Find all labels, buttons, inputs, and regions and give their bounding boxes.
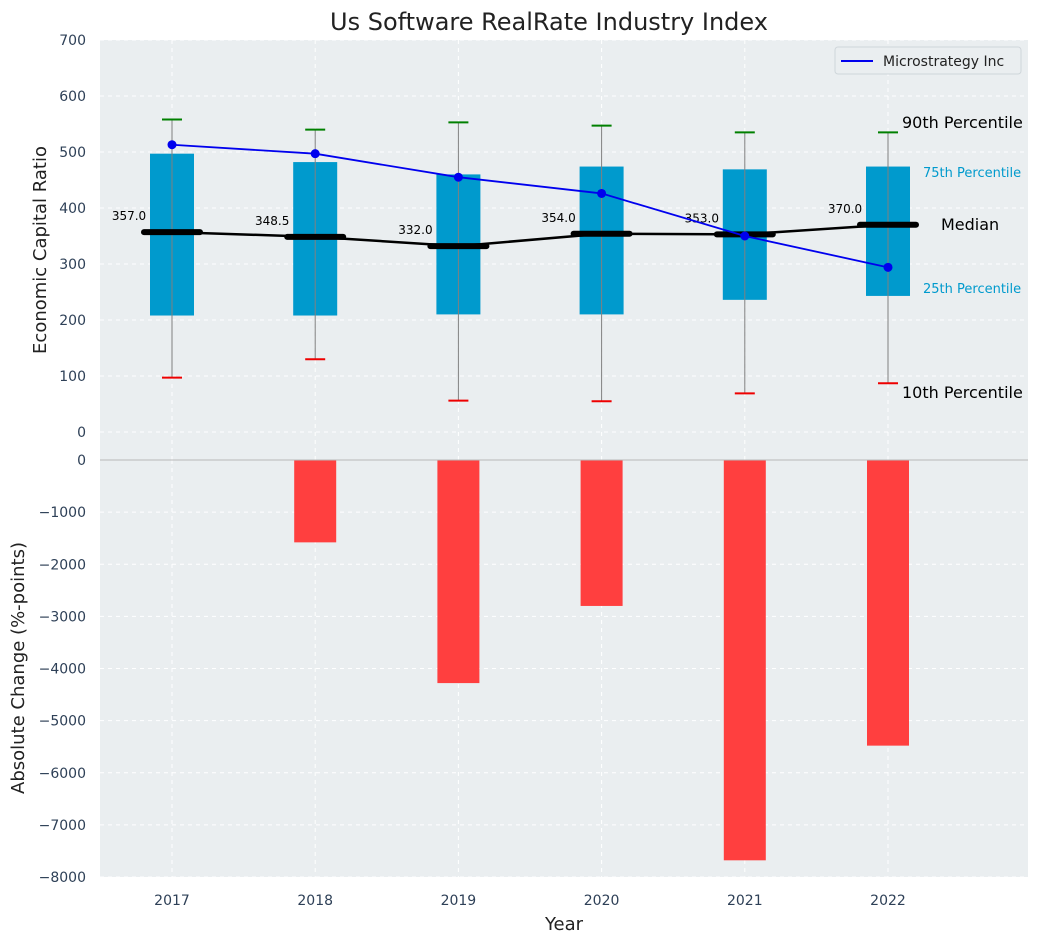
series-line xyxy=(171,143,889,269)
x-tick-label: 2022 xyxy=(870,893,906,909)
median-value-label: 353.0 xyxy=(685,211,719,225)
bottom-y-tick-label: −5000 xyxy=(39,714,86,730)
top-y-tick-label: 300 xyxy=(59,257,86,273)
bottom-y-axis-label: Absolute Change (%-points) xyxy=(8,542,29,794)
bottom-y-tick-label: −6000 xyxy=(39,766,86,782)
change-bar xyxy=(580,460,623,606)
series-point xyxy=(883,262,893,272)
series-point xyxy=(740,231,750,241)
change-bar xyxy=(437,460,480,684)
median-value-label: 354.0 xyxy=(541,211,575,225)
top-y-tick-label: 600 xyxy=(59,89,86,105)
top-y-axis-ticks: 0 100 200 300 400 500 600 700 xyxy=(59,33,86,441)
x-tick-label: 2021 xyxy=(727,893,763,909)
median-line xyxy=(171,223,889,248)
bottom-y-tick-label: −2000 xyxy=(39,557,86,573)
annotation-25th-percentile: 25th Percentile xyxy=(923,282,1021,297)
top-y-tick-label: 500 xyxy=(59,145,86,161)
top-y-tick-label: 400 xyxy=(59,201,86,217)
x-tick-label: 2017 xyxy=(154,893,190,909)
chart-title: Us Software RealRate Industry Index xyxy=(330,8,768,36)
annotation-90th-percentile: 90th Percentile xyxy=(902,113,1023,132)
top-y-tick-label: 100 xyxy=(59,369,86,385)
bottom-grid xyxy=(100,459,1028,878)
bottom-y-tick-label: 0 xyxy=(77,453,86,469)
median-line-group xyxy=(171,223,889,248)
legend-box xyxy=(834,46,1022,75)
change-bar xyxy=(867,460,909,746)
series-point xyxy=(453,172,463,182)
change-bar xyxy=(294,460,337,543)
legend-series-label: Microstrategy Inc xyxy=(883,54,1004,70)
change-bar xyxy=(723,460,766,861)
bottom-y-tick-label: −7000 xyxy=(39,818,86,834)
annotation-75th-percentile: 75th Percentile xyxy=(923,166,1021,181)
bottom-y-tick-label: −1000 xyxy=(39,505,86,521)
top-y-tick-label: 0 xyxy=(77,425,86,441)
median-value-label: 370.0 xyxy=(828,202,862,216)
bottom-y-axis-ticks: 0 −1000 −2000 −3000 −4000 −5000 −6000 −7000 −800… xyxy=(39,453,86,886)
x-tick-label: 2020 xyxy=(584,893,620,909)
median-value-label: 357.0 xyxy=(112,209,146,223)
top-y-tick-label: 200 xyxy=(59,313,86,329)
annotation-median: Median xyxy=(941,215,999,234)
series-point xyxy=(310,149,320,159)
x-tick-label: 2019 xyxy=(441,893,477,909)
bottom-y-tick-label: −3000 xyxy=(39,609,86,625)
series-point xyxy=(167,140,177,150)
x-axis-ticks: 2017 2018 2019 2020 2021 2022 xyxy=(154,893,906,909)
x-axis-label: Year xyxy=(544,914,584,935)
top-y-tick-label: 700 xyxy=(59,33,86,49)
bottom-y-tick-label: −4000 xyxy=(39,662,86,678)
bar-series xyxy=(294,460,909,861)
annotation-10th-percentile: 10th Percentile xyxy=(902,383,1023,402)
median-value-label: 348.5 xyxy=(255,214,289,228)
median-value-label: 332.0 xyxy=(398,223,432,237)
top-y-axis-label: Economic Capital Ratio xyxy=(30,146,51,354)
legend: Microstrategy Inc xyxy=(834,46,1022,75)
series-line-group xyxy=(167,140,893,272)
series-point xyxy=(597,188,607,198)
x-tick-label: 2018 xyxy=(297,893,333,909)
bottom-y-tick-label: −8000 xyxy=(39,870,86,886)
